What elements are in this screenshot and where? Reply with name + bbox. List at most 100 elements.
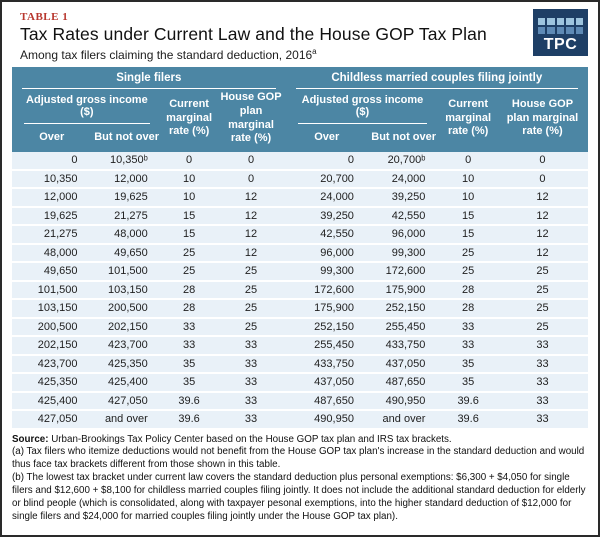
table-cell: 48,000	[12, 243, 92, 263]
table-cell: 172,600	[285, 280, 368, 300]
table-cell: 33	[439, 336, 497, 356]
table-cell: 25	[496, 299, 588, 319]
table-cell: 0	[216, 169, 286, 189]
table-cell: 101,500	[12, 280, 92, 300]
table-cell: 33	[216, 354, 286, 374]
table-cell: 200,500	[91, 299, 162, 319]
table-cell: 35	[439, 373, 497, 393]
table-cell: 24,000	[367, 169, 440, 189]
table-cell: 33	[439, 317, 497, 337]
table-cell: 437,050	[367, 354, 440, 374]
table-cell: 427,050	[91, 391, 162, 411]
table-row: 101,500 103,150 28 25 172,600 175,900 28 25	[12, 280, 588, 300]
table-cell: 49,650	[12, 262, 92, 282]
table-cell: 0	[161, 152, 217, 171]
table-cell: 12	[216, 225, 286, 245]
table-label: TABLE 1	[20, 11, 69, 23]
table-cell: 33	[496, 391, 588, 411]
tax-rates-table: Single filers Childless married couples …	[12, 67, 588, 430]
source-label: Source:	[12, 433, 49, 445]
table-cell: 15	[161, 206, 217, 226]
table-header: Single filers Childless married couples …	[12, 67, 588, 152]
over-header-married: Over	[285, 126, 368, 152]
table-cell: 10,350ᵇ	[91, 152, 162, 171]
group-header-single: Single filers	[12, 67, 286, 89]
gop-rate-header-married: House GOP plan marginal rate (%)	[496, 89, 588, 152]
footnote-b: (b) The lowest tax bracket under current…	[12, 472, 586, 523]
column-header-row-top: Adjusted gross income ($) Current margin…	[12, 89, 588, 152]
subtitle-text: Among tax filers claiming the standard d…	[20, 48, 313, 62]
table-cell: 33	[216, 373, 286, 393]
table-cell: 103,150	[91, 280, 162, 300]
table-cell: 12	[496, 188, 588, 208]
table-cell: 35	[439, 354, 497, 374]
table-cell: 20,700ᵇ	[367, 152, 440, 171]
butnotover-header-single: But not over	[91, 126, 162, 152]
table-cell: 0	[216, 152, 286, 171]
table-cell: 175,900	[367, 280, 440, 300]
table-cell: 39.6	[439, 410, 497, 430]
table-cell: 487,650	[367, 373, 440, 393]
figure-header: TABLE 1 Tax Rates under Current Law and …	[12, 8, 588, 65]
logo-square	[547, 27, 555, 34]
table-cell: 202,150	[12, 336, 92, 356]
butnotover-header-married: But not over	[367, 126, 440, 152]
table-cell: and over	[91, 410, 162, 430]
logo-square	[547, 18, 555, 25]
table-cell: 423,700	[91, 336, 162, 356]
table-cell: 12,000	[12, 188, 92, 208]
table-cell: 172,600	[367, 262, 440, 282]
table-cell: 21,275	[12, 225, 92, 245]
figure-title: Tax Rates under Current Law and the Hous…	[20, 24, 487, 44]
table-cell: 0	[496, 152, 588, 171]
table-cell: 21,275	[91, 206, 162, 226]
table-cell: 12	[496, 243, 588, 263]
table-row: 423,700 425,350 35 33 433,750 437,050 35 33	[12, 354, 588, 374]
table-row: 21,275 48,000 15 12 42,550 96,000 15 12	[12, 225, 588, 245]
table-cell: 12	[496, 225, 588, 245]
table-cell: 255,450	[367, 317, 440, 337]
logo-square	[556, 18, 565, 25]
table-cell: 19,625	[12, 206, 92, 226]
table-cell: 101,500	[91, 262, 162, 282]
table-cell: 25	[216, 299, 286, 319]
table-cell: 48,000	[91, 225, 162, 245]
table-cell: 0	[496, 169, 588, 189]
table-cell: 12	[216, 188, 286, 208]
table-cell: 35	[161, 373, 217, 393]
table-row: 425,350 425,400 35 33 437,050 487,650 35 33	[12, 373, 588, 393]
table-cell: 200,500	[12, 317, 92, 337]
footnotes: Source: Urban-Brookings Tax Policy Cente…	[12, 434, 588, 524]
table-cell: 33	[496, 373, 588, 393]
table-row: 49,650 101,500 25 25 99,300 172,600 25 25	[12, 262, 588, 282]
table-row: 48,000 49,650 25 12 96,000 99,300 25 12	[12, 243, 588, 263]
logo-square	[556, 27, 565, 34]
logo-square	[566, 18, 574, 25]
table-cell: 25	[216, 262, 286, 282]
table-cell: 33	[216, 336, 286, 356]
current-rate-header-single: Current marginal rate (%)	[161, 89, 217, 152]
tpc-logo-grid	[538, 18, 583, 34]
table-cell: 25	[161, 243, 217, 263]
subtitle-footnote-marker: a	[312, 47, 317, 56]
table-cell: 28	[161, 280, 217, 300]
table-cell: 12	[216, 206, 286, 226]
table-cell: 19,625	[91, 188, 162, 208]
group-header-married-label: Childless married couples filing jointly	[295, 72, 578, 89]
table-cell: 28	[439, 280, 497, 300]
table-cell: 490,950	[367, 391, 440, 411]
table-cell: 33	[496, 354, 588, 374]
table-cell: 39.6	[161, 410, 217, 430]
table-cell: 425,350	[12, 373, 92, 393]
table-cell: 42,550	[285, 225, 368, 245]
table-cell: 33	[161, 336, 217, 356]
agi-header-single: Adjusted gross income ($)	[12, 89, 162, 127]
table-cell: 427,050	[12, 410, 92, 430]
table-cell: 25	[496, 280, 588, 300]
table-cell: 99,300	[367, 243, 440, 263]
table-row: 19,625 21,275 15 12 39,250 42,550 15 12	[12, 206, 588, 226]
group-header-single-label: Single filers	[22, 72, 276, 89]
logo-square	[566, 27, 574, 34]
table-cell: 255,450	[285, 336, 368, 356]
